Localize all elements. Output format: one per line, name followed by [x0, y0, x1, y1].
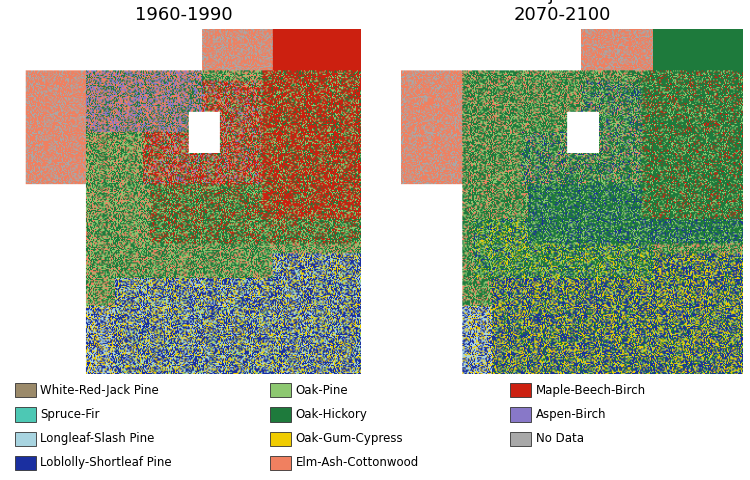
Bar — [270, 408, 291, 421]
Text: Longleaf-Slash Pine: Longleaf-Slash Pine — [40, 432, 154, 445]
Bar — [270, 383, 291, 397]
Bar — [15, 456, 36, 470]
Text: Spruce-Fir: Spruce-Fir — [40, 408, 100, 421]
Text: White-Red-Jack Pine: White-Red-Jack Pine — [40, 384, 159, 397]
Bar — [270, 456, 291, 470]
Text: Aspen-Birch: Aspen-Birch — [536, 408, 606, 421]
Text: Elm-Ash-Cottonwood: Elm-Ash-Cottonwood — [296, 456, 418, 469]
Text: Maple-Beech-Birch: Maple-Beech-Birch — [536, 384, 646, 397]
Bar — [510, 383, 531, 397]
Text: Oak-Pine: Oak-Pine — [296, 384, 348, 397]
Bar — [270, 432, 291, 446]
Title: Recent Past
1960-1990: Recent Past 1960-1990 — [131, 0, 236, 24]
Bar — [15, 383, 36, 397]
Text: Oak-Gum-Cypress: Oak-Gum-Cypress — [296, 432, 404, 445]
Bar — [15, 432, 36, 446]
Bar — [510, 432, 531, 446]
Text: Loblolly-Shortleaf Pine: Loblolly-Shortleaf Pine — [40, 456, 172, 469]
Text: Oak-Hickory: Oak-Hickory — [296, 408, 368, 421]
Bar — [510, 408, 531, 421]
Text: No Data: No Data — [536, 432, 584, 445]
Title: Projected
2070-2100: Projected 2070-2100 — [514, 0, 611, 24]
Bar — [15, 408, 36, 421]
